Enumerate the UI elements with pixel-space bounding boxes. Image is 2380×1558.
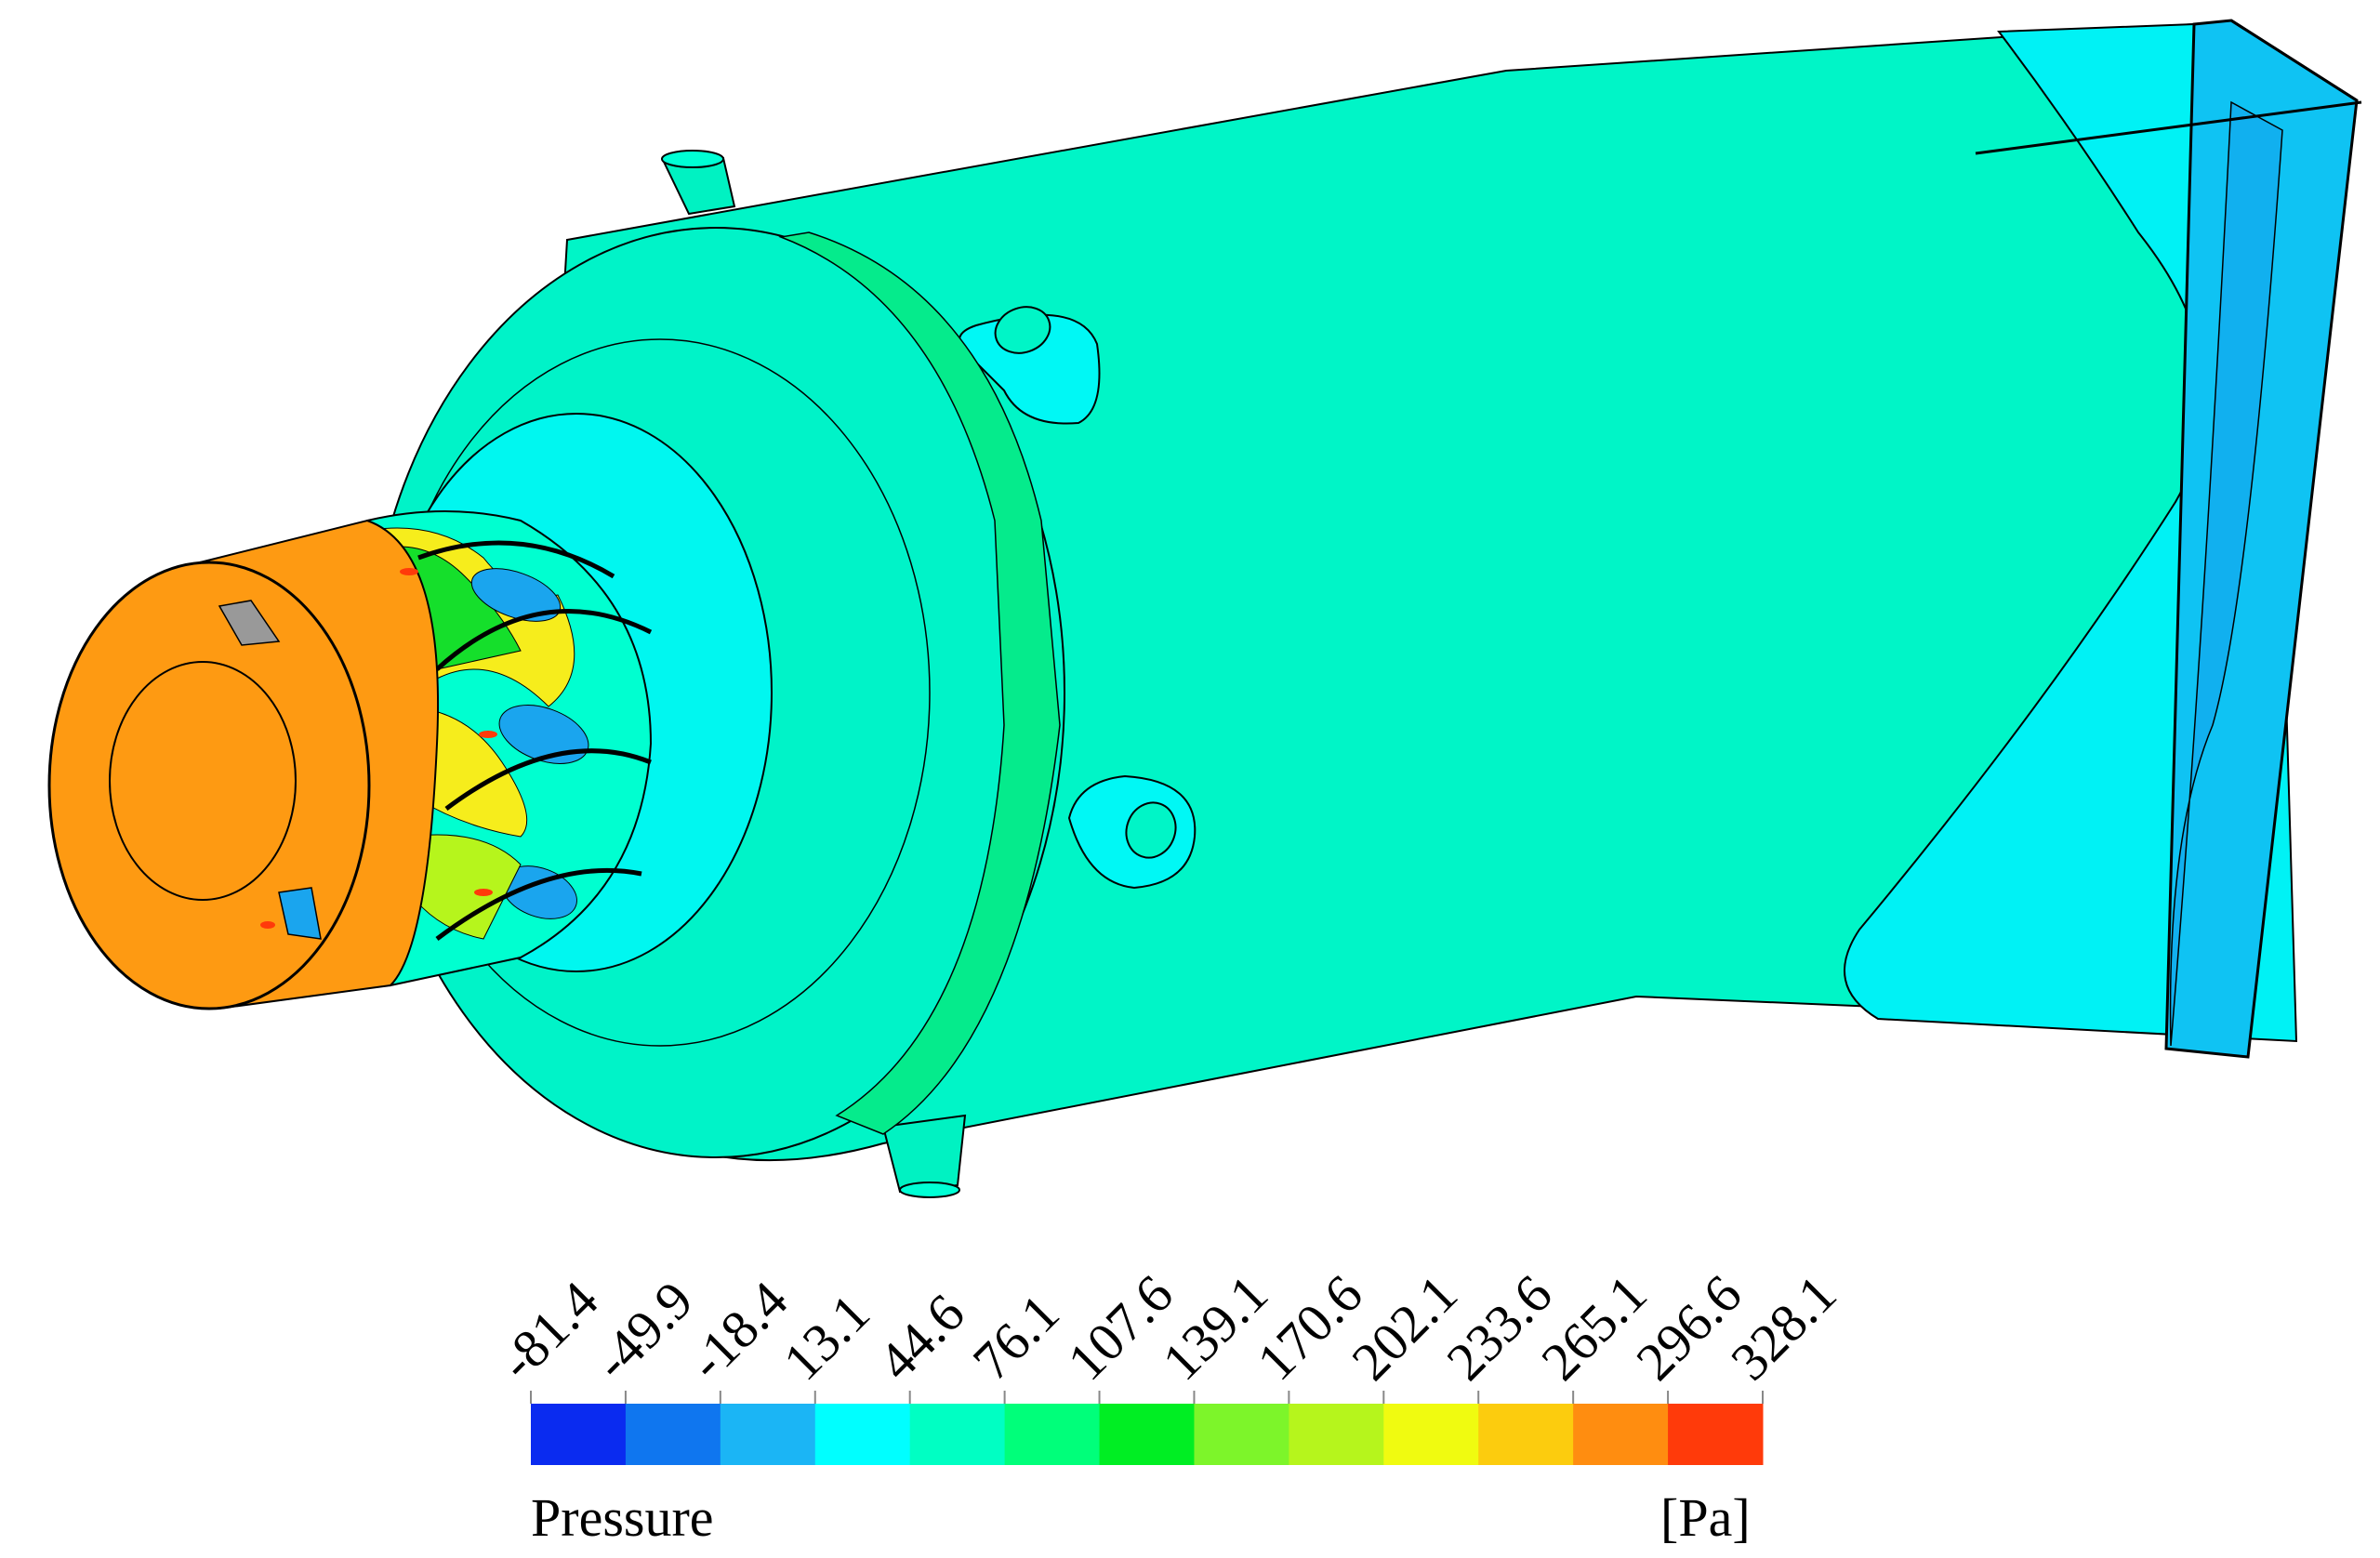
legend-swatch — [625, 1404, 721, 1465]
bottom-pipe-stub — [881, 1114, 967, 1198]
legend-tick-label: 44.6 — [866, 1282, 976, 1392]
lower-side-port — [1067, 774, 1197, 890]
legend-swatch — [531, 1404, 627, 1465]
legend-swatch — [1194, 1404, 1289, 1465]
legend-swatch — [814, 1404, 911, 1465]
legend-tick-label: -18.4 — [677, 1270, 799, 1392]
legend-tick-label: 13.1 — [772, 1282, 881, 1392]
legend-tick-label: 170.6 — [1246, 1263, 1374, 1392]
legend-tick-label: 107.6 — [1056, 1263, 1184, 1392]
legend-tick-label: -49.9 — [582, 1270, 704, 1392]
legend-swatch — [1004, 1404, 1101, 1465]
upper-side-port — [959, 306, 1101, 425]
legend-tick-label: 233.6 — [1435, 1263, 1563, 1392]
legend-tick-label: 76.1 — [961, 1282, 1071, 1392]
legend-tick-label: 202.1 — [1341, 1263, 1469, 1392]
legend-tick-label: -81.4 — [487, 1270, 609, 1392]
legend-tick-label: 296.6 — [1624, 1263, 1752, 1392]
legend-swatch — [720, 1404, 816, 1465]
legend-tick-label: 328.1 — [1719, 1263, 1847, 1392]
legend-tick-label: 139.1 — [1151, 1263, 1279, 1392]
legend-unit: [Pa] — [1660, 1487, 1751, 1548]
legend-swatch — [1289, 1404, 1384, 1465]
legend-title: Pressure — [531, 1487, 714, 1548]
nozzle-cylinder — [47, 519, 497, 1010]
legend-swatch — [909, 1404, 1006, 1465]
legend-swatch — [1383, 1404, 1479, 1465]
legend-tick-labels: -81.4-49.9-18.413.144.676.1107.6139.1170… — [487, 1263, 1847, 1404]
legend-swatch — [1668, 1404, 1764, 1465]
legend-swatch — [1099, 1404, 1195, 1465]
legend-tick-label: 265.1 — [1529, 1263, 1658, 1392]
legend-swatch — [1478, 1404, 1574, 1465]
legend-swatch — [1573, 1404, 1669, 1465]
legend-color-bar — [531, 1404, 1764, 1465]
top-pipe-stub — [661, 150, 736, 216]
